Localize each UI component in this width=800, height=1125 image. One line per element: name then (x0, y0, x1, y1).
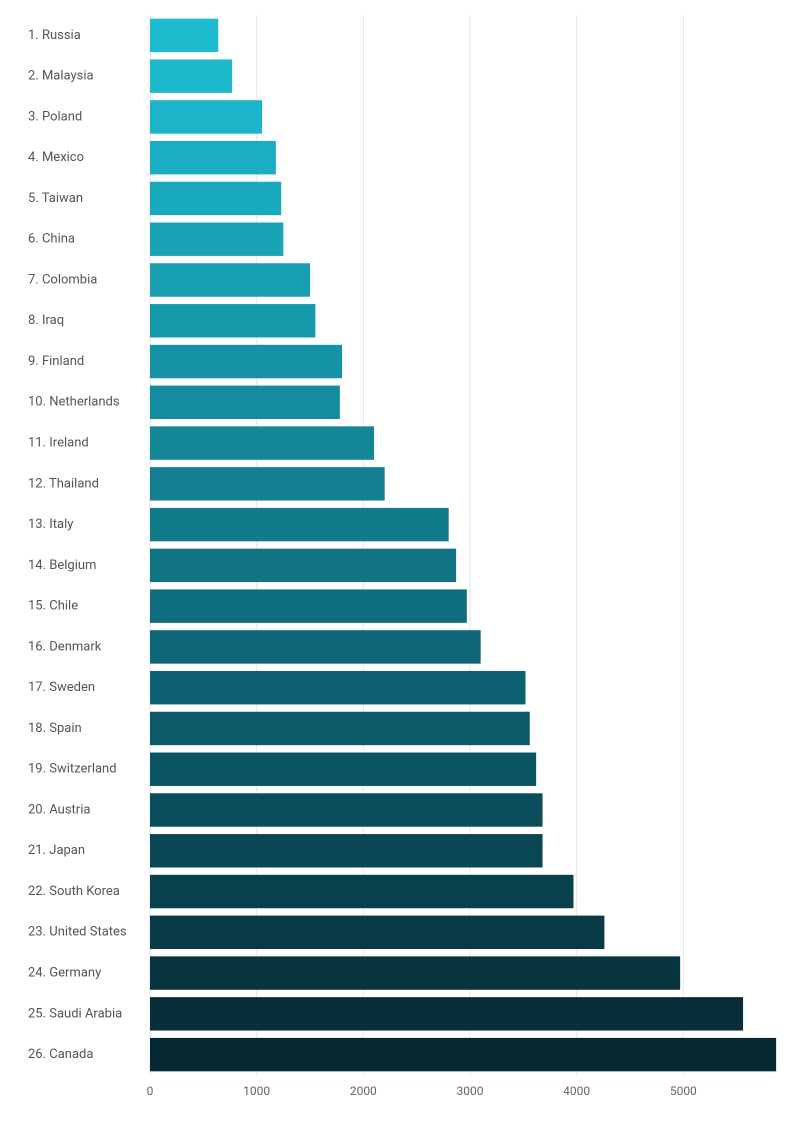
bar (150, 834, 543, 867)
bar (150, 304, 315, 337)
bar (150, 386, 340, 419)
bar (150, 916, 604, 949)
x-tick-label: 5000 (670, 1084, 697, 1098)
bar (150, 467, 385, 500)
bar-label: 15. Chile (28, 599, 78, 614)
bar (150, 875, 573, 908)
bar-label: 2. Malaysia (28, 69, 94, 84)
x-tick-label: 4000 (563, 1084, 590, 1098)
bar-label: 21. Japan (28, 843, 85, 858)
bar-label: 11. Ireland (28, 436, 89, 451)
bar-label: 16. Denmark (28, 639, 102, 654)
bar-label: 12. Thailand (28, 476, 99, 491)
bar-label: 14. Belgium (28, 558, 96, 573)
bar-label: 4. Mexico (28, 150, 84, 165)
bar (150, 671, 525, 704)
bar (150, 997, 743, 1030)
bar (150, 753, 536, 786)
bar (150, 1038, 776, 1071)
bar (150, 426, 374, 459)
bar (150, 549, 456, 582)
bar-label: 9. Finland (28, 354, 84, 369)
bar-label: 18. Spain (28, 721, 82, 736)
bar-label: 25. Saudi Arabia (28, 1006, 122, 1021)
x-tick-label: 2000 (350, 1084, 377, 1098)
horizontal-bar-chart: 0 1000 2000 3000 4000 5000 1. Russia 2. Malaysi… (0, 0, 800, 1125)
bar-label: 13. Italy (28, 517, 73, 532)
bar (150, 223, 283, 256)
bar (150, 589, 467, 622)
bar-label: 3. Poland (28, 109, 82, 124)
bar (150, 59, 232, 92)
bar-label: 24. Germany (28, 966, 101, 981)
bar-label: 5. Taiwan (28, 191, 83, 206)
bar (150, 182, 281, 215)
bar-label: 10. Netherlands (28, 395, 120, 410)
bar-label: 19. Switzerland (28, 762, 117, 777)
bar-label: 23. United States (28, 925, 127, 940)
bar-label: 1. Russia (28, 28, 81, 43)
bar-label: 7. Colombia (28, 272, 97, 287)
bar-label: 26. Canada (28, 1047, 93, 1062)
bar (150, 100, 262, 133)
bar-label: 8. Iraq (28, 313, 64, 328)
bar (150, 19, 218, 52)
bar-label: 17. Sweden (28, 680, 95, 695)
bar-label: 22. South Korea (28, 884, 120, 899)
bar (150, 263, 310, 296)
bar (150, 630, 481, 663)
bar-label: 6. China (28, 232, 75, 247)
bar (150, 508, 449, 541)
bar (150, 141, 276, 174)
bar (150, 793, 543, 826)
x-tick-label: 0 (147, 1084, 154, 1098)
x-tick-label: 3000 (457, 1084, 484, 1098)
bar (150, 956, 680, 989)
bar (150, 712, 530, 745)
bar-label: 20. Austria (28, 802, 90, 817)
bar (150, 345, 342, 378)
x-tick-label: 1000 (243, 1084, 270, 1098)
